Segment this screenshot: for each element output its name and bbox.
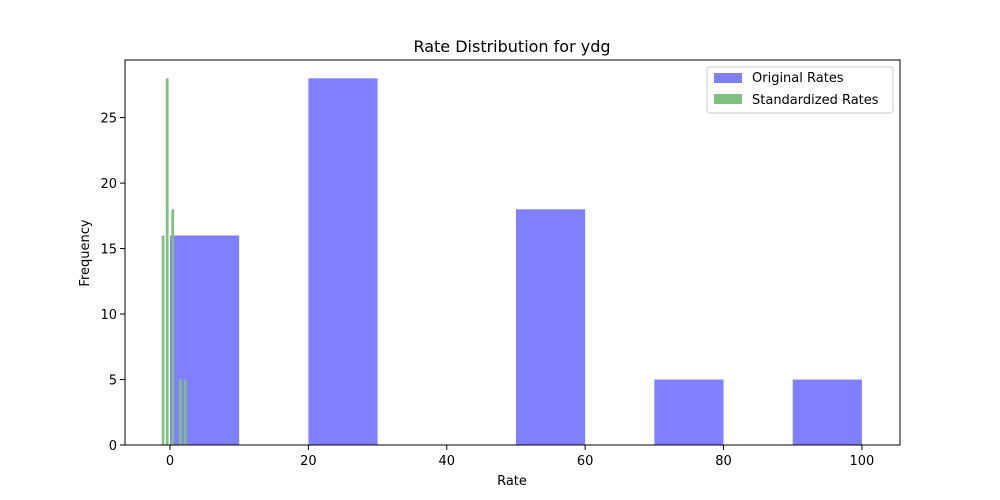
legend-label-standardized: Standardized Rates bbox=[752, 93, 879, 108]
y-tick-label: 15 bbox=[100, 243, 117, 258]
x-axis-ticks: 0 20 40 60 80 100 bbox=[166, 445, 875, 469]
y-axis-title: Frequency bbox=[78, 219, 93, 286]
standardized-rates-bar-1 bbox=[165, 78, 169, 445]
plot-frame bbox=[124, 59, 901, 446]
original-rates-bar-3 bbox=[654, 379, 724, 445]
y-tick-label: 10 bbox=[100, 308, 117, 323]
original-rates-bar-2 bbox=[515, 209, 586, 445]
legend: Original Rates Standardized Rates bbox=[706, 66, 894, 114]
x-tick-label: 40 bbox=[438, 454, 455, 469]
y-tick-label: 0 bbox=[109, 439, 117, 454]
standardized-rates-bar-0 bbox=[161, 235, 165, 445]
bars-group bbox=[161, 78, 862, 445]
standardized-rates-bar-4 bbox=[183, 379, 187, 445]
x-axis-title: Rate bbox=[497, 474, 527, 489]
legend-box bbox=[706, 66, 894, 114]
original-rates-bar-4 bbox=[792, 379, 862, 445]
x-tick-label: 100 bbox=[850, 454, 875, 469]
legend-swatch-original bbox=[714, 73, 742, 83]
original-rates-bar-1 bbox=[308, 78, 378, 445]
standardized-rates-bar-3 bbox=[178, 379, 182, 445]
y-tick-label: 25 bbox=[100, 112, 117, 127]
x-tick-label: 20 bbox=[300, 454, 317, 469]
legend-swatch-standardized bbox=[714, 94, 742, 104]
x-tick-label: 80 bbox=[715, 454, 732, 469]
legend-label-original: Original Rates bbox=[752, 71, 844, 86]
x-tick-label: 60 bbox=[577, 454, 594, 469]
x-tick-label: 0 bbox=[166, 454, 174, 469]
chart-title: Rate Distribution for ydg bbox=[413, 37, 610, 56]
y-tick-label: 5 bbox=[109, 374, 117, 389]
y-axis-ticks: 0 5 10 15 20 25 bbox=[100, 112, 125, 454]
y-tick-label: 20 bbox=[100, 177, 117, 192]
standardized-rates-bar-2 bbox=[171, 209, 175, 445]
